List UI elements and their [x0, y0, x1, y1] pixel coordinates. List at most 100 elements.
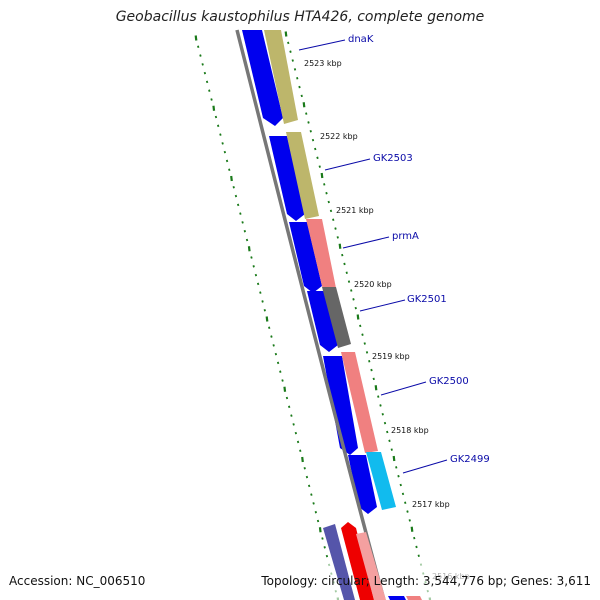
minor-tick-mark [325, 191, 328, 195]
minor-tick-mark [368, 359, 371, 363]
minor-tick-mark [406, 510, 409, 513]
minor-tick-mark [300, 94, 303, 98]
minor-tick-mark [259, 291, 262, 294]
minor-tick-mark [214, 115, 218, 119]
gene-prmA-arrow[interactable] [306, 219, 336, 290]
major-tick-mark [247, 246, 251, 252]
blue-cds-track [242, 30, 377, 514]
gene-label-GK2500[interactable]: GK2500 [429, 376, 469, 387]
minor-tick-mark [397, 474, 400, 478]
gene-next-1-arrow[interactable] [323, 524, 355, 600]
minor-tick-mark [422, 572, 425, 575]
accession-text: Accession: NC_006510 [9, 574, 146, 588]
minor-tick-mark [365, 351, 369, 354]
leader-line-prmA [342, 236, 390, 249]
gene-next-3-arrow[interactable] [356, 532, 386, 600]
tick-label: 2519 kbp [372, 352, 410, 361]
minor-tick-mark [228, 168, 231, 171]
minor-tick-mark [347, 280, 351, 283]
minor-tick-mark [345, 271, 348, 275]
minor-tick-mark [241, 221, 244, 224]
minor-tick-mark [293, 68, 297, 71]
major-tick-mark [301, 456, 304, 463]
gene-GK2501-arrow[interactable] [322, 287, 351, 348]
gene-label-dnaK[interactable]: dnaK [348, 34, 374, 45]
minor-tick-mark [330, 572, 333, 575]
minor-tick-mark [419, 563, 423, 566]
gene-GK2503-arrow[interactable] [286, 132, 319, 219]
gene-label-leaders [298, 39, 448, 474]
major-tick-mark [320, 172, 324, 179]
blue-cds-arrow[interactable] [307, 291, 338, 352]
gene-GK2500-arrow[interactable] [341, 352, 378, 453]
minor-tick-mark [287, 41, 290, 45]
genome-title: Geobacillus kaustophilus HTA426, complet… [115, 9, 485, 25]
minor-tick-mark [205, 80, 209, 84]
blue-cds-arrow[interactable] [242, 30, 283, 126]
gene-dnaK-arrow[interactable] [264, 30, 298, 124]
minor-tick-mark [197, 45, 200, 49]
tick-label: 2520 kbp [354, 280, 392, 289]
minor-tick-mark [279, 370, 282, 373]
minor-tick-mark [318, 165, 321, 168]
blue-cds-arrow[interactable] [348, 455, 377, 514]
minor-tick-mark [354, 306, 357, 310]
minor-tick-mark [332, 218, 335, 221]
minor-tick-mark [208, 89, 211, 92]
major-tick-mark [230, 175, 233, 182]
minor-tick-mark [290, 414, 293, 417]
gene-next-4-arrow[interactable] [388, 596, 406, 600]
minor-tick-mark [263, 308, 266, 312]
gene-GK2499-arrow[interactable] [366, 452, 396, 510]
blue-cds-arrow[interactable] [289, 222, 322, 293]
minor-tick-mark [210, 98, 213, 101]
outer-tick-track [284, 31, 432, 600]
gene-label-prmA[interactable]: prmA [392, 231, 419, 242]
minor-tick-mark [309, 130, 312, 133]
gene-next-2-arrow[interactable] [341, 522, 374, 600]
minor-tick-mark [311, 138, 315, 142]
minor-tick-mark [415, 545, 418, 549]
major-tick-mark [374, 385, 378, 391]
minor-tick-mark [281, 379, 284, 382]
major-tick-mark [338, 243, 342, 249]
minor-tick-mark [329, 209, 333, 213]
minor-tick-mark [343, 262, 346, 266]
minor-tick-mark [314, 510, 317, 514]
minor-tick-mark [390, 448, 393, 451]
minor-tick-mark [388, 439, 391, 443]
minor-tick-mark [285, 396, 289, 400]
minor-tick-mark [201, 63, 204, 66]
minor-tick-mark [236, 203, 240, 207]
minor-tick-mark [408, 519, 411, 522]
blue-cds-arrow[interactable] [269, 136, 305, 221]
minor-tick-mark [232, 186, 235, 189]
gene-next-5-arrow[interactable] [406, 596, 422, 600]
minor-tick-mark [413, 536, 416, 540]
major-tick-mark [283, 386, 287, 392]
inner-tick-track [194, 35, 340, 600]
major-tick-mark [392, 455, 396, 462]
leader-line-GK2503 [324, 158, 371, 171]
minor-tick-mark [243, 229, 246, 233]
minor-tick-mark [250, 256, 253, 259]
gene-label-GK2503[interactable]: GK2503 [373, 153, 413, 164]
minor-tick-mark [221, 142, 224, 145]
major-tick-mark [212, 105, 216, 111]
minor-tick-mark [372, 377, 375, 381]
minor-tick-mark [270, 335, 273, 338]
blue-cds-arrow[interactable] [323, 356, 358, 455]
minor-tick-mark [203, 71, 207, 75]
gene-label-GK2501[interactable]: GK2501 [407, 294, 447, 305]
minor-tick-mark [323, 546, 326, 549]
minor-tick-mark [305, 475, 309, 479]
gene-label-GK2499[interactable]: GK2499 [450, 454, 490, 465]
minor-tick-mark [325, 554, 329, 558]
minor-tick-mark [336, 236, 339, 239]
minor-tick-mark [312, 502, 315, 505]
minor-tick-mark [341, 253, 344, 257]
leader-line-GK2500 [380, 381, 427, 396]
minor-tick-mark [350, 289, 353, 292]
major-tick-mark [194, 35, 198, 41]
minor-tick-mark [417, 554, 420, 558]
